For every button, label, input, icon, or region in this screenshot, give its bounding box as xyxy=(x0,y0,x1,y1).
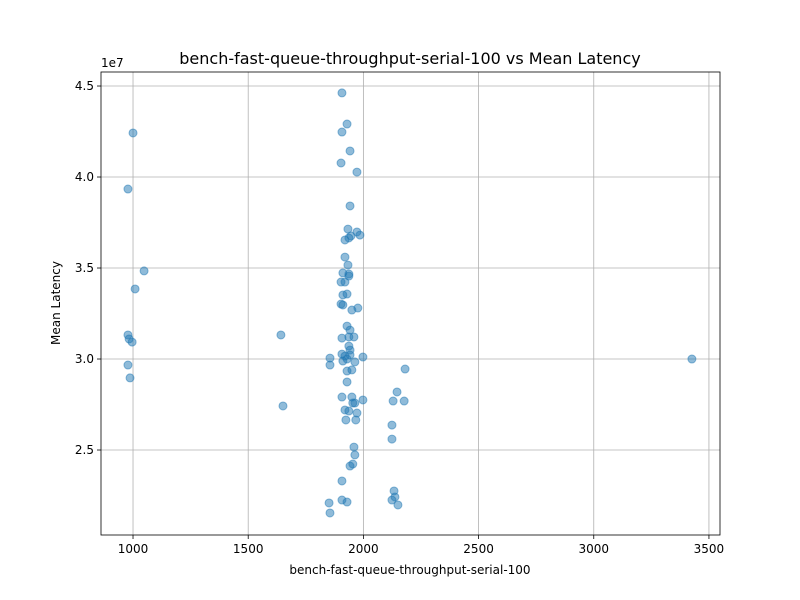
point xyxy=(340,277,350,287)
point xyxy=(342,377,352,387)
point xyxy=(393,500,403,510)
point xyxy=(338,290,348,300)
point xyxy=(325,508,335,518)
point xyxy=(276,330,286,340)
y-tick-label: 2.5 xyxy=(75,443,94,457)
point xyxy=(351,415,361,425)
point xyxy=(345,461,355,471)
point xyxy=(325,360,335,370)
point xyxy=(278,401,288,411)
point xyxy=(347,305,357,315)
point xyxy=(342,497,352,507)
x-tick-label: 2000 xyxy=(348,542,379,556)
point xyxy=(342,119,352,129)
point xyxy=(344,406,354,416)
point xyxy=(352,167,362,177)
point xyxy=(349,332,359,342)
y-tick-label: 3.0 xyxy=(75,352,94,366)
point xyxy=(348,398,358,408)
x-tick-label: 2500 xyxy=(463,542,494,556)
point xyxy=(128,128,138,138)
point xyxy=(345,146,355,156)
y-tick-label: 4.0 xyxy=(75,170,94,184)
point xyxy=(340,252,350,262)
point xyxy=(341,415,351,425)
point xyxy=(387,434,397,444)
point xyxy=(387,420,397,430)
point xyxy=(139,266,149,276)
point xyxy=(125,373,135,383)
point xyxy=(338,356,348,366)
point xyxy=(343,260,353,270)
point xyxy=(347,365,357,375)
point xyxy=(337,392,347,402)
y-offset-label: 1e7 xyxy=(101,56,124,70)
y-tick-label: 3.5 xyxy=(75,261,94,275)
point xyxy=(392,387,402,397)
point xyxy=(337,127,347,137)
point xyxy=(130,284,140,294)
point xyxy=(337,476,347,486)
point xyxy=(123,184,133,194)
point xyxy=(387,495,397,505)
point xyxy=(358,395,368,405)
plot-frame xyxy=(100,71,721,536)
point xyxy=(400,364,410,374)
point xyxy=(399,396,409,406)
point xyxy=(324,498,334,508)
y-tick-label: 4.5 xyxy=(75,79,94,93)
point xyxy=(338,300,348,310)
point xyxy=(355,230,365,240)
point xyxy=(388,396,398,406)
x-axis-label: bench-fast-queue-throughput-serial-100 xyxy=(289,563,530,577)
chart-title: bench-fast-queue-throughput-serial-100 v… xyxy=(179,49,640,68)
x-tick-label: 1000 xyxy=(118,542,149,556)
point xyxy=(336,158,346,168)
point xyxy=(123,360,133,370)
x-tick-label: 3000 xyxy=(578,542,609,556)
point xyxy=(350,450,360,460)
point xyxy=(337,88,347,98)
point xyxy=(340,235,350,245)
point xyxy=(687,354,697,364)
point xyxy=(127,337,137,347)
point xyxy=(350,357,360,367)
x-tick-label: 3500 xyxy=(694,542,725,556)
y-axis-label: Mean Latency xyxy=(49,261,63,345)
point xyxy=(358,352,368,362)
point xyxy=(345,201,355,211)
x-tick-label: 1500 xyxy=(233,542,264,556)
point xyxy=(349,442,359,452)
